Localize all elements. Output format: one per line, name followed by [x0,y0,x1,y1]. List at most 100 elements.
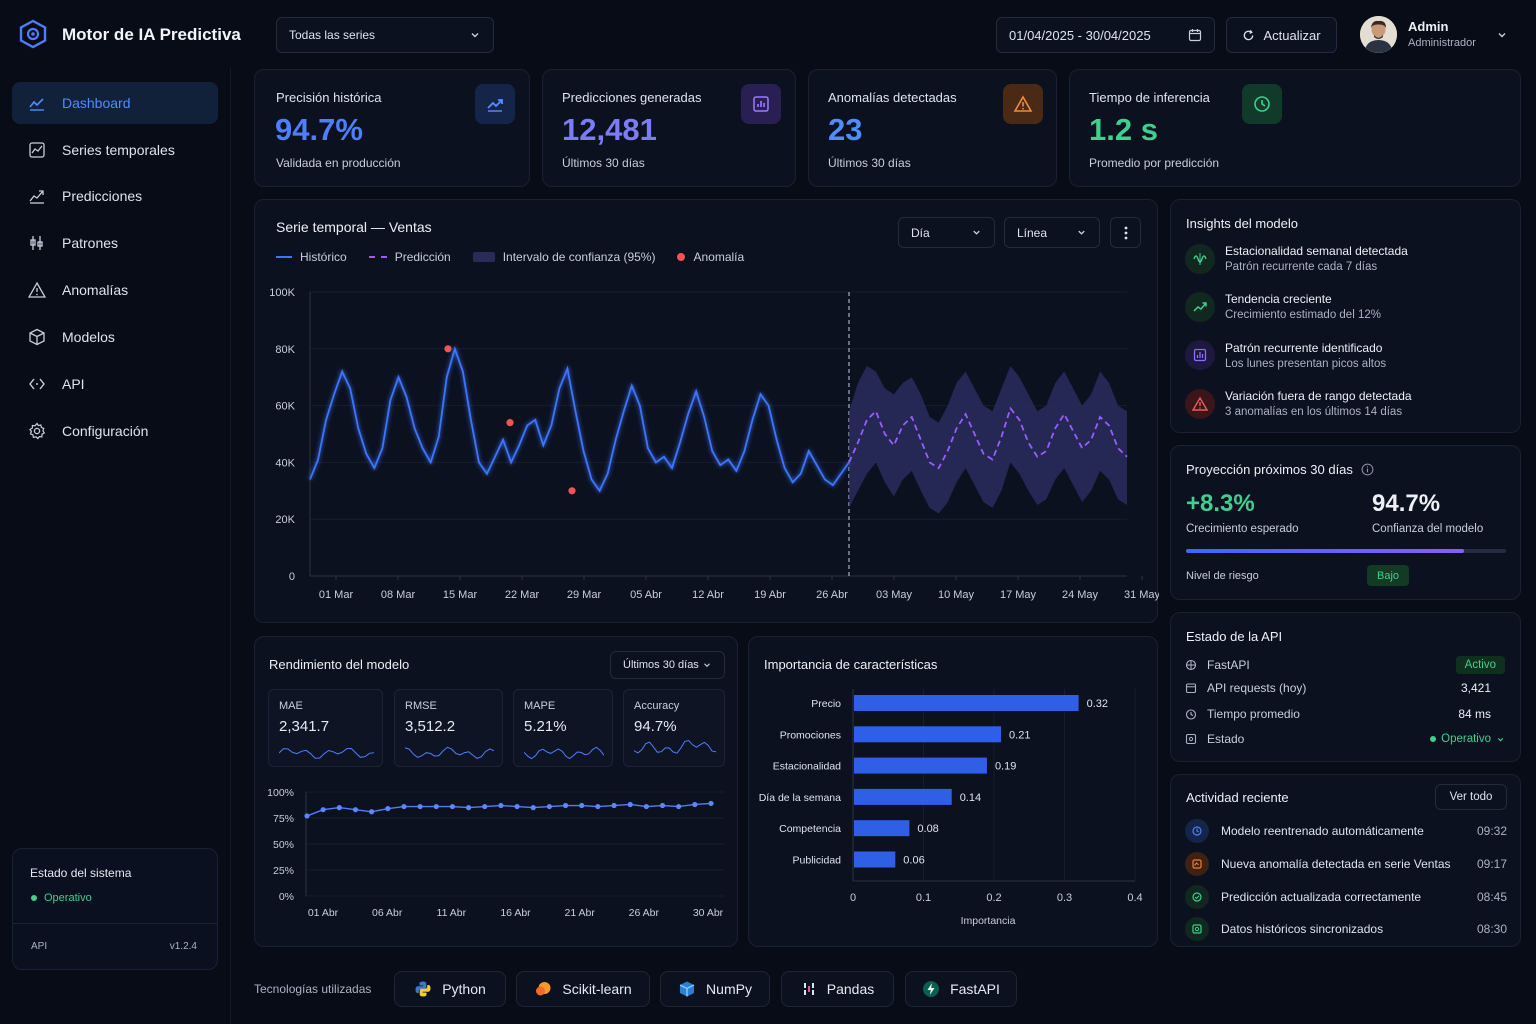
tech-label: Pandas [826,981,875,997]
y-tick-label: 25% [273,865,294,877]
series-select[interactable]: Todas las series [276,17,494,53]
chevron-down-icon [973,230,980,235]
sidebar-item-label: Dashboard [62,95,131,111]
insight-title: Tendencia creciente [1225,292,1332,306]
cube-icon [29,328,45,346]
x-tick-label: 0.4 [1127,892,1142,904]
system-status-value: Operativo [44,892,92,904]
api-estado-dropdown[interactable]: Operativo [1430,733,1505,745]
category-label: Estacionalidad [773,761,841,773]
activity-time: 09:32 [1476,824,1507,838]
granularity-select[interactable]: Día [898,217,995,248]
sidebar-item-predicciones[interactable]: Predicciones [12,175,218,217]
accuracy-point [417,803,423,810]
bar-value-label: 0.21 [1009,729,1030,741]
y-tick-label: 20K [275,514,295,526]
y-tick-label: 80K [275,344,295,356]
api-status-title: Estado de la API [1186,629,1283,644]
importance-bar [854,820,910,837]
gear-icon [29,422,46,440]
tech-python[interactable]: Python [394,971,506,1007]
bar-value-label: 0.08 [917,823,938,835]
chart-legend: Histórico Predicción Intervalo de confia… [276,250,766,264]
api-row-label: FastAPI [1207,658,1250,672]
x-tick-label: 26 Abr [816,589,848,601]
performance-range-value: Últimos 30 días [623,659,699,671]
performance-range-select[interactable]: Últimos 30 días [610,651,725,679]
sidebar-item-anomalias[interactable]: Anomalías [12,269,218,311]
refresh-icon [1244,29,1254,40]
user-menu[interactable]: Admin Administrador [1360,16,1516,54]
kpi-title: Predicciones generadas [562,90,702,105]
warning-icon [1003,84,1043,124]
sidebar-item-configuracion[interactable]: Configuración [12,410,218,452]
accuracy-line [306,802,712,817]
risk-badge: Bajo [1367,565,1409,586]
accuracy-point [546,803,552,810]
x-tick-label: 0 [850,892,856,904]
sidebar-item-label: API [62,376,85,392]
sidebar-item-label: Configuración [62,423,149,439]
timer-icon [1185,709,1197,720]
accuracy-point [385,806,391,812]
x-tick-label: 11 Abr [437,907,467,919]
tech-numpy[interactable]: NumPy [660,971,770,1007]
chart-menu-button[interactable] [1110,217,1141,248]
refresh-button[interactable]: Actualizar [1226,17,1337,53]
view-all-button[interactable]: Ver todo [1435,784,1507,810]
kpi-subtitle: Últimos 30 días [562,156,645,170]
sidebar-item-series[interactable]: Series temporales [12,129,218,171]
kpi-value: 1.2 s [1089,112,1158,147]
user-role: Administrador [1408,37,1476,49]
refresh-model-icon [1185,819,1209,843]
kpi-card-inferencia: Tiempo de inferencia 1.2 s Promedio por … [1069,69,1521,187]
chevron-down-icon [1078,230,1085,235]
info-icon[interactable] [1361,463,1374,476]
x-tick-label: 29 Mar [567,589,602,601]
app-title: Motor de IA Predictiva [62,25,241,44]
check-icon [1185,885,1209,909]
category-label: Promociones [780,729,841,741]
insight-title: Variación fuera de rango detectada [1225,389,1412,403]
tech-fastapi[interactable]: FastAPI [905,971,1017,1007]
activity-time: 08:30 [1476,922,1507,936]
activity-text: Modelo reentrenado automáticamente [1221,824,1424,838]
app-logo-icon [18,19,48,49]
category-label: Precio [811,698,841,710]
confidence-bar-fill [1186,549,1465,553]
kpi-card-precision: Precisión histórica 94.7% Validada en pr… [254,69,530,187]
sidebar-item-api[interactable]: API [12,363,218,405]
tech-scikit-learn[interactable]: Scikit-learn [516,971,650,1007]
more-vertical-icon [1124,226,1127,239]
date-range-picker[interactable]: 01/04/2025 - 30/04/2025 [996,17,1215,53]
warning-icon [1185,389,1215,419]
accuracy-point [562,802,569,809]
y-tick-label: 60K [275,401,295,413]
date-range-value: 01/04/2025 - 30/04/2025 [1009,27,1151,43]
accuracy-point [514,803,520,810]
anomaly-point [444,345,452,353]
projection-confidence: 94.7% [1372,490,1441,517]
historico-line [309,345,850,493]
accuracy-point [369,809,375,815]
kpi-subtitle: Promedio por predicción [1089,156,1220,170]
tech-pandas[interactable]: Pandas [781,971,894,1007]
importance-bar [854,788,952,805]
sidebar-item-dashboard[interactable]: Dashboard [12,82,218,124]
metric-card-mape: MAPE 5.21% [513,689,613,767]
calendar-icon [1185,683,1197,694]
x-tick-label: 05 Abr [630,589,662,601]
chart-type-select[interactable]: Línea [1004,217,1100,248]
sidebar-item-modelos[interactable]: Modelos [12,316,218,358]
projection-title: Proyección próximos 30 días [1186,462,1374,477]
trend-up-icon [1185,292,1215,322]
api-row-label: Estado [1207,732,1245,746]
x-tick-label: 30 Abr [693,907,724,919]
chevron-down-icon [704,663,710,668]
api-icon [1185,659,1197,671]
sidebar-item-patrones[interactable]: Patrones [12,222,218,264]
anomaly-point [506,419,514,427]
kpi-value: 12,481 [562,112,657,147]
api-status-card: Estado de la API FastAPI Activo API requ… [1170,612,1521,762]
x-tick-label: 21 Abr [564,907,595,919]
